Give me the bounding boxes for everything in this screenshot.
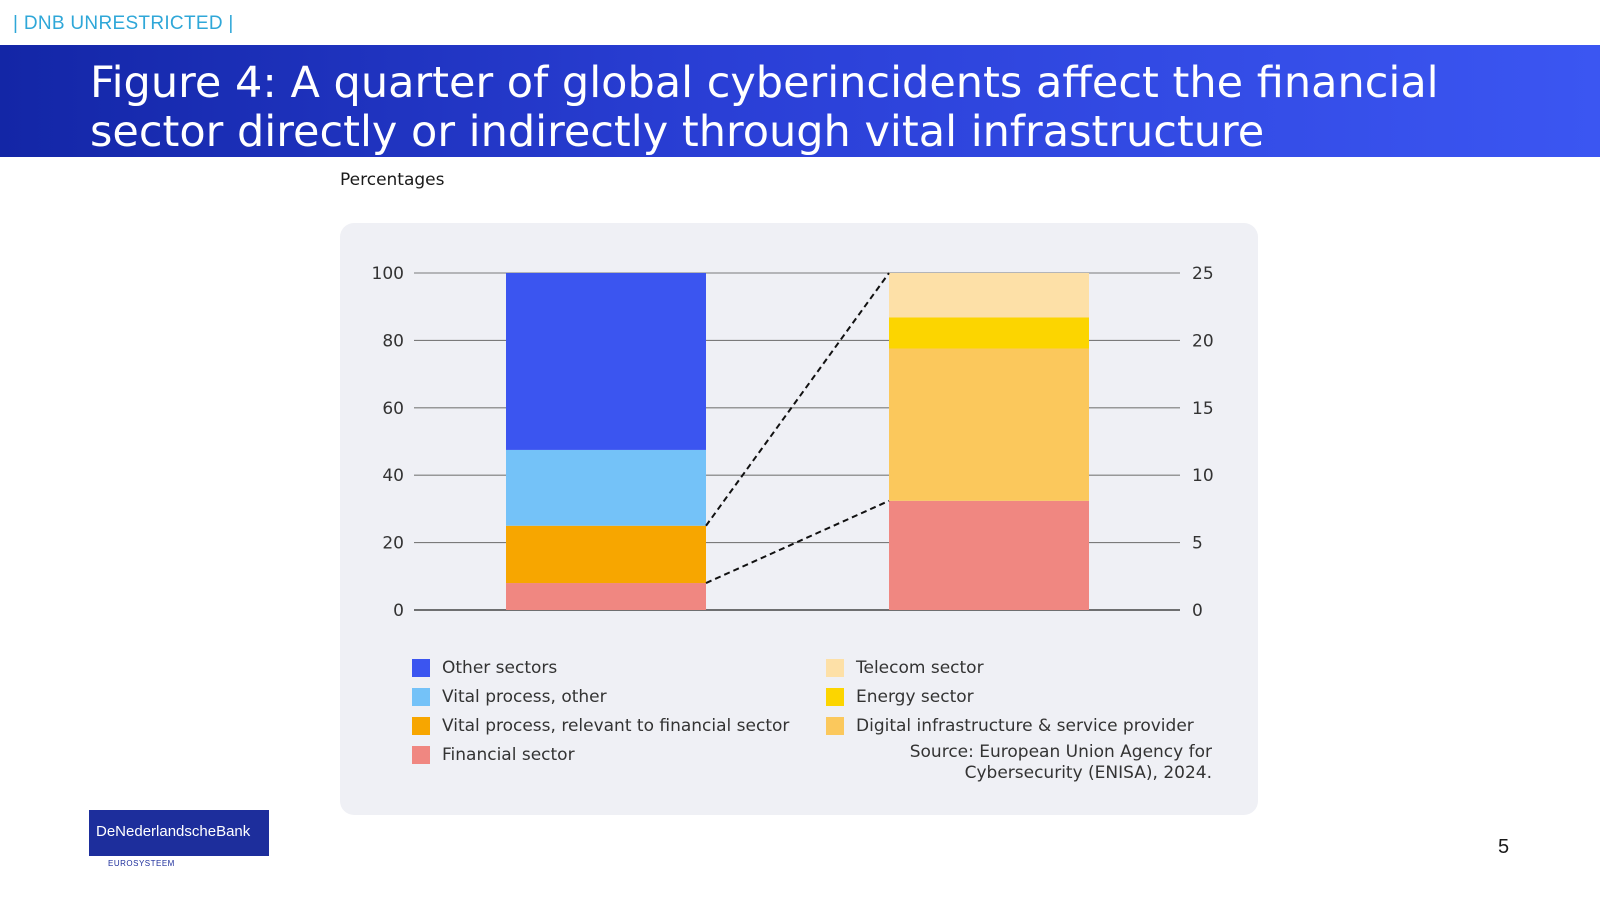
legend-item: Financial sector <box>412 740 789 769</box>
page-title: Figure 4: A quarter of global cyberincid… <box>90 58 1439 157</box>
legend-item: Vital process, relevant to financial sec… <box>412 711 789 740</box>
right-axis-tick-label: 25 <box>1192 264 1214 284</box>
legend-swatch <box>826 687 844 706</box>
bar-segment <box>889 317 1089 349</box>
legend-label: Other sectors <box>442 657 558 678</box>
bar-segment <box>889 273 1089 318</box>
legend-swatch <box>826 716 844 735</box>
legend-item: Vital process, other <box>412 682 789 711</box>
bar-segment <box>506 449 706 526</box>
classification-label: | DNB UNRESTRICTED | <box>13 13 234 34</box>
bar-segment <box>889 348 1089 501</box>
left-axis-tick-label: 0 <box>393 601 404 621</box>
connector-line-upper <box>705 272 890 527</box>
legend-swatch <box>412 745 430 764</box>
page-number: 5 <box>1498 836 1510 858</box>
legend-label: Energy sector <box>856 686 974 707</box>
legend-item: Other sectors <box>412 653 789 682</box>
legend-label: Vital process, other <box>442 686 607 707</box>
left-axis-tick-label: 80 <box>382 331 404 351</box>
connector-line-lower <box>705 499 890 584</box>
legend-right-column: Telecom sector Energy sector Digital inf… <box>826 653 1194 740</box>
chart-svg: 0 0 20 5 40 10 60 15 80 20 100 25 <box>372 264 1214 621</box>
legend-item: Energy sector <box>826 682 1194 711</box>
right-axis-tick-label: 5 <box>1192 534 1203 554</box>
legend-swatch <box>412 658 430 677</box>
source-note: Source: European Union Agency for Cybers… <box>909 742 1212 783</box>
left-axis-tick-label: 60 <box>382 399 404 419</box>
legend-label: Vital process, relevant to financial sec… <box>442 715 790 736</box>
right-axis-tick-label: 15 <box>1192 399 1214 419</box>
legend-label: Financial sector <box>442 744 575 765</box>
legend-label: Telecom sector <box>856 657 984 678</box>
logo-subtext: EUROSYSTEEM <box>108 859 175 868</box>
bar-segment <box>506 525 706 584</box>
bar-segment <box>889 500 1089 610</box>
left-axis-tick-label: 20 <box>382 534 404 554</box>
right-axis-tick-label: 0 <box>1192 601 1203 621</box>
right-axis-tick-label: 10 <box>1192 466 1214 486</box>
dnb-logo: DeNederlandscheBank <box>89 810 269 856</box>
bar-segment <box>506 273 706 450</box>
chart-panel: 0 0 20 5 40 10 60 15 80 20 100 25 Other sectors Vit… <box>340 223 1258 815</box>
legend-left-column: Other sectors Vital process, other Vital… <box>412 653 789 769</box>
legend-label: Digital infrastructure & service provide… <box>856 715 1194 736</box>
title-banner: Figure 4: A quarter of global cyberincid… <box>0 45 1600 157</box>
legend-swatch <box>412 716 430 735</box>
left-axis-tick-label: 100 <box>372 264 404 284</box>
chart-units-label: Percentages <box>340 170 445 190</box>
legend-item: Digital infrastructure & service provide… <box>826 711 1194 740</box>
logo-wordmark: DeNederlandscheBank <box>96 823 251 840</box>
bar-segment <box>506 583 706 610</box>
legend-swatch <box>412 687 430 706</box>
left-axis-tick-label: 40 <box>382 466 404 486</box>
right-axis-tick-label: 20 <box>1192 331 1214 351</box>
legend-swatch <box>826 658 844 677</box>
legend-item: Telecom sector <box>826 653 1194 682</box>
